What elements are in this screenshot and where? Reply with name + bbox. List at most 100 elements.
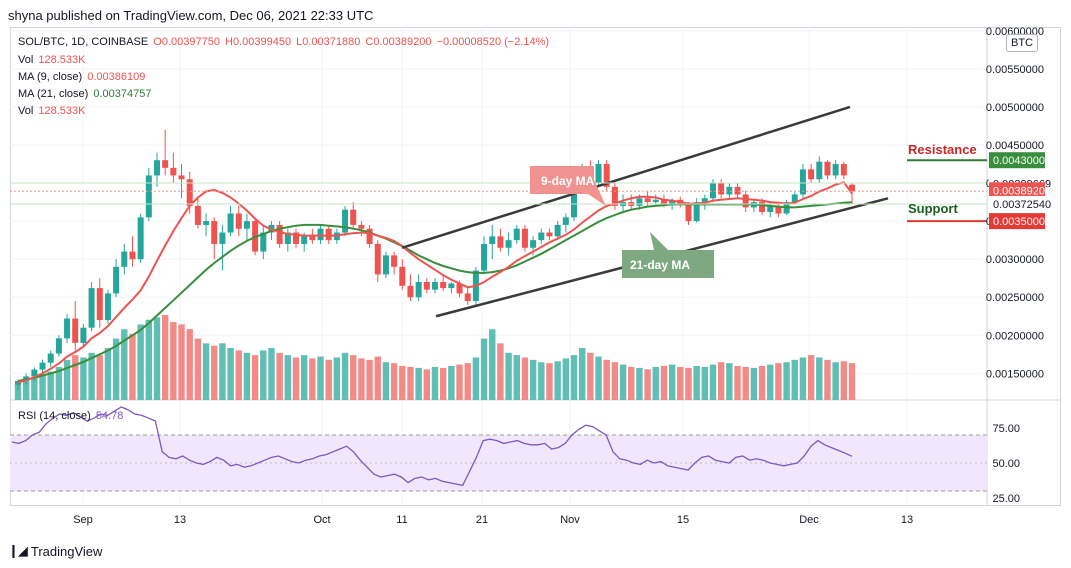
- volume-bar: [260, 350, 267, 400]
- last-price-tag: 0.00389200: [993, 185, 1051, 197]
- volume-bar: [660, 366, 668, 400]
- volume-bar: [480, 338, 488, 400]
- volume-bar: [292, 357, 300, 400]
- candle-body: [759, 202, 766, 212]
- volume-bar: [268, 348, 275, 400]
- candle-body: [767, 205, 774, 212]
- time-tick-label: 21: [476, 514, 488, 526]
- candle-body: [701, 198, 708, 203]
- candle-body: [824, 161, 831, 176]
- resistance-label: Resistance: [908, 142, 977, 157]
- volume-bar: [456, 364, 463, 400]
- candle-body: [382, 255, 389, 275]
- volume-bar: [767, 364, 774, 400]
- candle-body: [562, 217, 569, 225]
- candle-body: [15, 380, 21, 385]
- candle-body: [448, 283, 455, 289]
- support-label: Support: [908, 201, 958, 216]
- candle-body: [145, 175, 152, 218]
- legend-symbol: SOL/BTC, 1D, COINBASE: [18, 36, 149, 48]
- candle-body: [456, 283, 463, 294]
- candle-body: [464, 293, 471, 302]
- volume-bar: [251, 355, 259, 400]
- candle-body: [219, 232, 226, 244]
- candle-body: [121, 251, 128, 267]
- volume-bar: [235, 350, 242, 400]
- volume-bar: [382, 362, 390, 400]
- price-tick-label: 0.00500000: [986, 102, 1044, 114]
- volume-bar: [685, 367, 692, 400]
- volume-bar: [31, 377, 38, 400]
- rsi-tick-label: 75.00: [992, 423, 1020, 435]
- legend-rsi-value: 54.78: [95, 410, 124, 422]
- candle-body: [113, 266, 120, 294]
- candle-body: [554, 224, 561, 237]
- ma21-price-tag-bg: [989, 195, 1045, 212]
- candle-body: [775, 205, 782, 214]
- candle-body: [358, 224, 365, 229]
- candle-body: [840, 164, 847, 176]
- time-tick-label: 13: [174, 514, 186, 526]
- time-tick-label: Dec: [799, 514, 819, 526]
- volume-bar: [521, 357, 529, 400]
- chart-frame[interactable]: [10, 27, 1061, 506]
- volume-bar: [178, 324, 185, 400]
- legend-rsi-label: RSI (14, close): [18, 410, 91, 422]
- volume-bar: [129, 333, 136, 400]
- volume-bar: [439, 367, 447, 400]
- candle-body: [186, 179, 193, 206]
- legend-close: C0.00389200: [365, 36, 432, 48]
- candle-body: [325, 228, 332, 241]
- candle-body: [799, 169, 806, 195]
- volume-bar: [587, 352, 594, 400]
- candle-body: [366, 228, 373, 244]
- candle-body: [440, 282, 447, 289]
- volume-bar: [628, 366, 635, 400]
- candle-body: [350, 209, 357, 225]
- legend-vol2-label: Vol: [18, 105, 34, 117]
- candle-body: [72, 318, 79, 343]
- legend-low: L0.00371880: [296, 36, 361, 48]
- ma9-callout-text: 9-day MA: [541, 174, 595, 188]
- candle-body: [284, 232, 291, 244]
- candle-body: [293, 232, 299, 244]
- candle-body: [644, 198, 651, 203]
- volume-bar: [22, 381, 30, 400]
- volume-bar: [358, 358, 365, 400]
- candle-body: [726, 186, 733, 195]
- price-tick-label: 0.00250000: [986, 292, 1044, 304]
- volume-bar: [14, 383, 22, 400]
- legend-high: H0.00399450: [225, 36, 292, 48]
- legend-ohlc: SOL/BTC, 1D, COINBASE O0.00397750 H0.003…: [18, 36, 551, 48]
- candle-body: [718, 183, 725, 195]
- volume-bar: [799, 357, 807, 400]
- candle-body: [194, 205, 201, 225]
- currency-button[interactable]: BTC: [1006, 34, 1038, 52]
- candle-body: [170, 167, 177, 176]
- candle-body: [734, 186, 741, 195]
- candle-body: [481, 243, 488, 271]
- candle-body: [816, 161, 823, 180]
- volume-bar: [538, 362, 545, 400]
- volume-bar: [96, 355, 103, 400]
- candle-body: [203, 221, 210, 225]
- channel-upper-line: [401, 105, 851, 249]
- volume-bar: [341, 352, 349, 400]
- rsi-line: [11, 406, 853, 487]
- candle-body: [178, 175, 185, 180]
- legend-vol2-value: 128.533K: [38, 105, 86, 117]
- candle-body: [227, 213, 234, 233]
- volume-bar: [807, 355, 815, 400]
- volume-bar: [677, 366, 684, 400]
- candle-body: [808, 169, 815, 180]
- volume-bar: [529, 359, 537, 400]
- volume-bar: [578, 348, 586, 400]
- volume-bar: [636, 367, 643, 400]
- candle-body: [791, 194, 798, 203]
- candle-body: [652, 199, 659, 203]
- tradingview-logo[interactable]: ❙◢ TradingView: [8, 543, 102, 559]
- candle-body: [407, 285, 414, 298]
- candle-body: [423, 282, 430, 290]
- volume-bar: [554, 361, 561, 400]
